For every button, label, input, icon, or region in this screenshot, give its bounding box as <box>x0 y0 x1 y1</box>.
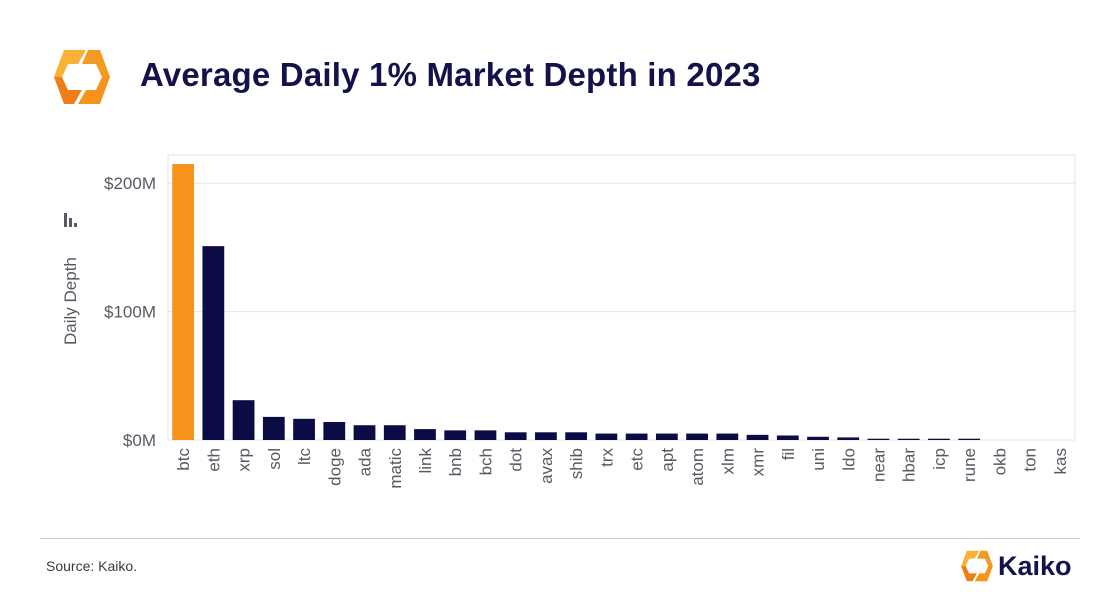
y-tick-label: $0M <box>123 431 156 450</box>
x-tick-label: xrp <box>235 448 254 472</box>
bar-matic <box>383 425 406 440</box>
x-tick-label: dot <box>507 448 526 472</box>
source-note: Source: Kaiko. <box>46 558 138 574</box>
bar-atom <box>686 433 708 440</box>
bar-uni <box>807 436 829 440</box>
x-tick-label: eth <box>204 448 223 472</box>
kaiko-logo-icon <box>961 550 993 582</box>
x-tick-label: ada <box>356 447 375 476</box>
bar-xlm <box>716 433 739 440</box>
bar-shib <box>565 432 588 440</box>
bar-chart: $0M $100M $200M btc eth xrp sol ltc doge ada mati… <box>61 154 1076 489</box>
x-tick-label: btc <box>174 448 193 471</box>
bar-ldo <box>837 437 860 440</box>
bar-ltc <box>293 418 315 440</box>
x-tick-label: fil <box>779 448 798 460</box>
x-tick-label: link <box>416 448 435 474</box>
bar-bnb <box>444 430 467 440</box>
x-tick-label: etc <box>628 448 647 471</box>
bar-bch <box>474 430 497 440</box>
x-tick-label: bnb <box>446 448 465 476</box>
bar-chart-icon <box>64 213 77 227</box>
bar-btc <box>172 163 195 440</box>
kaiko-logo-icon <box>54 50 110 104</box>
bar-eth <box>202 246 225 440</box>
x-tick-label: okb <box>990 448 1009 475</box>
x-tick-label: apt <box>658 448 677 472</box>
x-tick-label: avax <box>537 448 556 484</box>
bar-doge <box>323 422 346 440</box>
x-tick-label: near <box>869 448 888 482</box>
x-axis-labels: btc eth xrp sol ltc doge ada matic link bnb bch dot… <box>174 447 1070 488</box>
bar-fil <box>776 435 799 440</box>
bars <box>172 163 981 440</box>
x-tick-label: doge <box>325 448 344 486</box>
y-tick-label: $200M <box>104 174 156 193</box>
bar-xmr <box>746 434 769 440</box>
x-tick-label: icp <box>930 448 949 470</box>
x-tick-label: xmr <box>749 448 768 477</box>
x-tick-label: ton <box>1021 448 1040 472</box>
chart-title: Average Daily 1% Market Depth in 2023 <box>140 56 761 93</box>
x-tick-label: trx <box>597 448 616 467</box>
x-tick-label: ltc <box>295 448 314 466</box>
bar-rune <box>958 438 981 440</box>
bar-trx <box>595 433 618 440</box>
bar-icp <box>928 438 950 440</box>
y-tick-label: $100M <box>104 303 156 322</box>
x-tick-label: bch <box>476 448 495 475</box>
bar-avax <box>535 432 557 440</box>
x-tick-label: rune <box>960 448 979 482</box>
bar-xrp <box>232 400 255 440</box>
footer-divider <box>40 538 1080 539</box>
bar-near <box>867 438 890 440</box>
gridlines <box>167 154 1076 441</box>
x-tick-label: hbar <box>900 448 919 482</box>
brand-name: Kaiko <box>998 551 1072 581</box>
plot-frame <box>167 154 1076 441</box>
y-axis-ticks: $0M $100M $200M <box>104 174 156 450</box>
x-tick-label: xlm <box>718 448 737 474</box>
x-tick-label: shib <box>567 448 586 479</box>
x-tick-label: matic <box>386 448 405 489</box>
y-axis-title: Daily Depth <box>61 257 80 345</box>
brand-logo: Kaiko <box>958 546 1088 586</box>
x-tick-label: sol <box>265 448 284 470</box>
x-tick-label: ldo <box>839 448 858 471</box>
bar-sol <box>262 416 285 440</box>
bar-dot <box>504 432 527 440</box>
y-axis-label: Daily Depth <box>61 257 80 345</box>
bar-apt <box>655 433 678 440</box>
x-tick-label: atom <box>688 448 707 486</box>
x-tick-label: uni <box>809 448 828 471</box>
bar-hbar <box>897 438 920 440</box>
bar-link <box>414 429 436 440</box>
bar-etc <box>625 433 648 440</box>
x-tick-label: kas <box>1051 448 1070 474</box>
bar-ada <box>353 425 376 440</box>
